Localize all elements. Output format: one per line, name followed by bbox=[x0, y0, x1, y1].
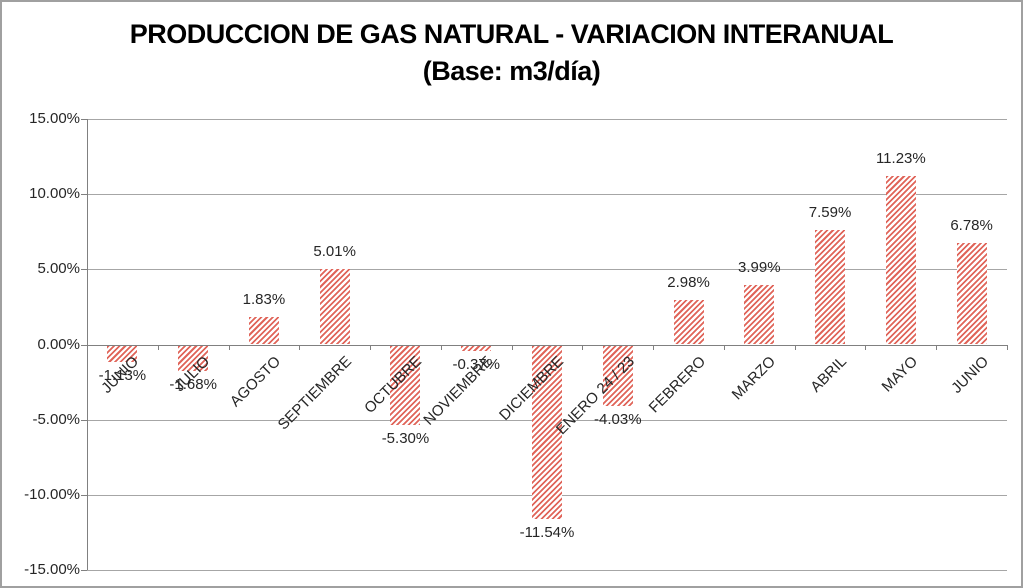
y-axis-tick bbox=[81, 194, 87, 196]
y-axis-tick bbox=[81, 344, 87, 346]
bar-label: -11.54% bbox=[519, 523, 575, 541]
x-axis-tick bbox=[157, 344, 159, 350]
x-axis-tick bbox=[440, 344, 442, 350]
x-axis-tick bbox=[936, 344, 938, 350]
bar-12 bbox=[956, 242, 987, 345]
gridline bbox=[87, 194, 1007, 196]
category-label: MARZO bbox=[728, 353, 780, 404]
x-axis-tick bbox=[228, 344, 230, 350]
bar-label: 3.99% bbox=[738, 258, 781, 276]
y-axis-label: 15.00% bbox=[29, 110, 80, 127]
bar-2 bbox=[248, 316, 279, 345]
bar-label: 2.98% bbox=[667, 273, 710, 291]
category-label: FEBRERO bbox=[645, 353, 709, 417]
category-label: JUNIO bbox=[947, 353, 992, 397]
y-axis-tick bbox=[81, 570, 87, 571]
y-axis-label: -10.00% bbox=[24, 485, 80, 503]
x-axis-tick bbox=[511, 344, 513, 350]
bar-1 bbox=[178, 345, 209, 371]
bar-label: -4.03% bbox=[594, 411, 642, 429]
category-label: SEPTIEMBRE bbox=[274, 353, 355, 434]
y-axis-tick bbox=[81, 419, 87, 421]
x-axis-tick bbox=[299, 344, 301, 350]
gridline bbox=[87, 570, 1007, 571]
chart-title: PRODUCCION DE GAS NATURAL - VARIACION IN… bbox=[2, 16, 1021, 90]
x-axis-tick bbox=[653, 344, 655, 350]
y-axis-tick bbox=[81, 269, 87, 271]
y-axis-label: 5.00% bbox=[37, 260, 80, 278]
bar-0 bbox=[107, 345, 138, 363]
gridline bbox=[87, 119, 1007, 120]
bar-11 bbox=[885, 175, 916, 345]
bar-label: -1.68% bbox=[169, 375, 217, 393]
x-axis-tick bbox=[582, 344, 584, 350]
bar-label: 7.59% bbox=[808, 204, 852, 222]
bar-9 bbox=[744, 284, 775, 345]
x-axis-tick bbox=[723, 344, 725, 350]
bar-label: 1.83% bbox=[242, 290, 286, 308]
y-axis-label: 10.00% bbox=[29, 185, 80, 203]
x-axis bbox=[87, 344, 1007, 346]
category-label: MAYO bbox=[878, 353, 921, 396]
bar-7 bbox=[602, 345, 633, 407]
y-axis-label: -5.00% bbox=[32, 410, 80, 428]
x-axis-tick bbox=[87, 344, 88, 350]
bar-label: -5.30% bbox=[381, 430, 430, 448]
y-axis-label: -15.00% bbox=[24, 561, 80, 578]
bar-label: -1.13% bbox=[98, 367, 147, 385]
category-label: ABRIL bbox=[807, 353, 851, 396]
x-axis-tick bbox=[370, 344, 372, 350]
bar-label: 11.23% bbox=[875, 149, 926, 167]
bar-label: 5.01% bbox=[313, 243, 356, 261]
y-axis-label: 0.00% bbox=[37, 335, 80, 353]
chart-title-line2: (Base: m3/día) bbox=[422, 56, 601, 86]
x-axis-tick bbox=[1007, 344, 1008, 350]
bar-label: 6.78% bbox=[950, 216, 993, 234]
x-axis-tick bbox=[794, 344, 796, 350]
bar-8 bbox=[673, 299, 704, 345]
x-axis-tick bbox=[865, 344, 867, 350]
bar-6 bbox=[532, 345, 562, 519]
bar-label: -0.37% bbox=[452, 356, 500, 374]
gridline bbox=[87, 269, 1007, 271]
bar-3 bbox=[319, 269, 350, 345]
bar-4 bbox=[390, 345, 421, 426]
y-axis-tick bbox=[81, 119, 87, 120]
chart-title-line1: PRODUCCION DE GAS NATURAL - VARIACION IN… bbox=[129, 19, 894, 49]
bar-5 bbox=[461, 345, 492, 352]
bar-10 bbox=[815, 230, 846, 345]
y-axis-tick bbox=[81, 494, 87, 496]
